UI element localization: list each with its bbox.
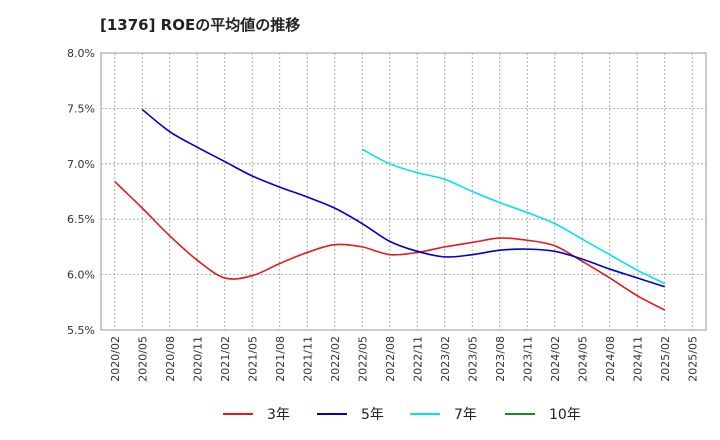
x-tick-label: 2022/05 xyxy=(356,336,369,382)
y-axis-ticks: 8.0% 7.5% 7.0% 6.5% 6.0% 5.5% xyxy=(67,47,95,337)
legend-label: 7年 xyxy=(454,407,477,423)
x-tick-label: 2023/05 xyxy=(466,336,479,382)
legend-swatch xyxy=(223,413,253,415)
x-tick-label: 2023/08 xyxy=(494,336,507,382)
x-tick-label: 2021/05 xyxy=(246,336,259,382)
legend-label: 10年 xyxy=(549,407,581,423)
y-tick-label: 5.5% xyxy=(67,324,95,337)
x-tick-label: 2023/11 xyxy=(521,336,534,382)
x-tick-label: 2022/11 xyxy=(411,336,424,382)
y-tick-label: 6.5% xyxy=(67,213,95,226)
y-tick-label: 7.5% xyxy=(67,102,95,115)
legend-swatch xyxy=(505,413,535,415)
x-tick-label: 2020/11 xyxy=(191,336,204,382)
x-tick-label: 2022/02 xyxy=(329,336,342,382)
chart-title: [1376] ROEの平均値の推移 xyxy=(100,16,301,34)
x-tick-label: 2024/05 xyxy=(576,336,589,382)
x-tick-label: 2024/08 xyxy=(604,336,617,382)
x-tick-label: 2024/11 xyxy=(631,336,644,382)
series-line-1 xyxy=(141,108,665,288)
x-tick-label: 2024/02 xyxy=(549,336,562,382)
grid-lines xyxy=(101,52,706,331)
legend: 3年 5年 7年 10年 xyxy=(0,401,720,427)
x-tick-label: 2020/08 xyxy=(164,336,177,382)
x-tick-label: 2025/02 xyxy=(659,336,672,382)
x-tick-label: 2023/02 xyxy=(439,336,452,382)
legend-swatch xyxy=(410,413,440,415)
x-axis-ticks: 2020/02 2020/05 2020/08 2020/11 2021/02 2021/… xyxy=(109,336,700,382)
x-tick-label: 2021/02 xyxy=(219,336,232,382)
legend-item: 3年 xyxy=(223,401,290,427)
legend-label: 5年 xyxy=(361,407,384,423)
x-tick-label: 2021/08 xyxy=(274,336,287,382)
series-line-2 xyxy=(361,148,666,285)
series-lines xyxy=(114,108,666,311)
x-tick-label: 2025/05 xyxy=(686,336,699,382)
x-tick-label: 2021/11 xyxy=(301,336,314,382)
plot-area xyxy=(100,52,707,331)
y-tick-label: 6.0% xyxy=(67,269,95,282)
legend-swatch xyxy=(317,413,347,415)
y-tick-label: 8.0% xyxy=(67,47,95,60)
legend-item: 10年 xyxy=(505,401,581,427)
x-tick-label: 2020/05 xyxy=(136,336,149,382)
legend-label: 3年 xyxy=(267,407,290,423)
x-tick-label: 2022/08 xyxy=(384,336,397,382)
legend-item: 7年 xyxy=(410,401,477,427)
y-tick-label: 7.0% xyxy=(67,158,95,171)
x-tick-label: 2020/02 xyxy=(109,336,122,382)
legend-item: 5年 xyxy=(317,401,384,427)
